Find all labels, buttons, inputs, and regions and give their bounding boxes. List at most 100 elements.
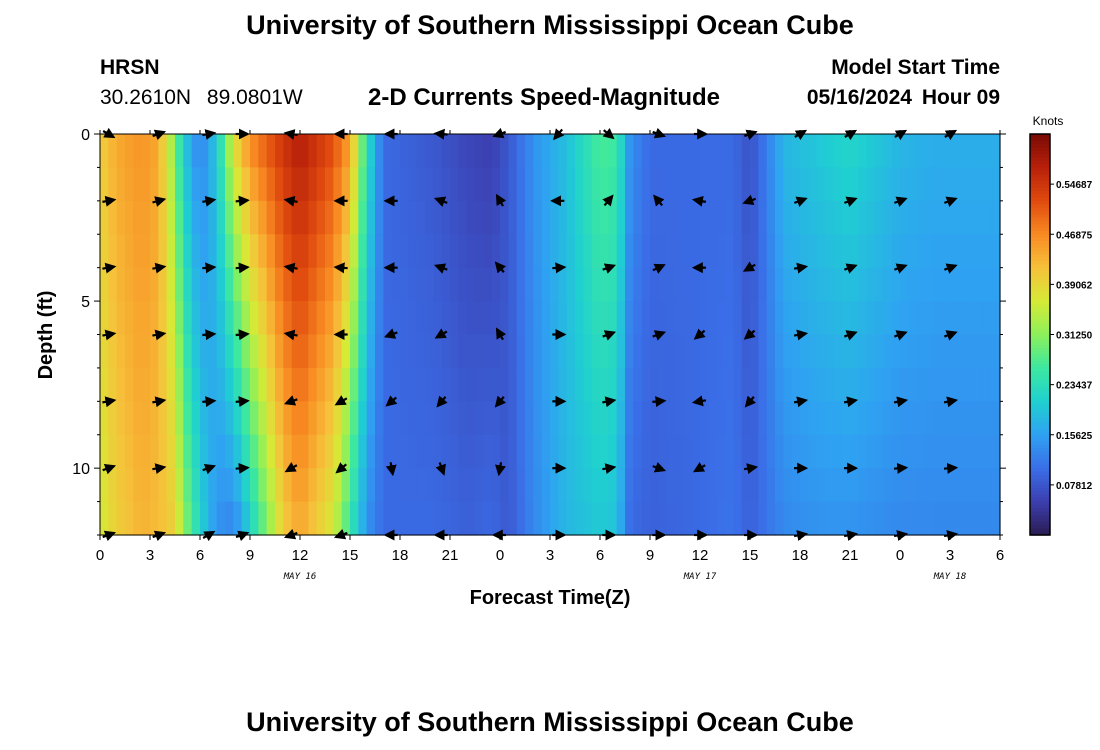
heatmap-cell (758, 501, 768, 536)
heatmap-cell (391, 367, 401, 402)
heatmap-cell (891, 301, 901, 336)
heatmap-cell (708, 367, 718, 402)
heatmap-cell (508, 134, 518, 169)
heatmap-cell (958, 200, 968, 235)
heatmap-cell (708, 501, 718, 536)
heatmap-cell (208, 200, 218, 235)
heatmap-cell (816, 367, 826, 402)
heatmap-cell (550, 267, 559, 302)
heatmap-cell (791, 200, 801, 235)
heatmap-cell (925, 334, 934, 369)
heatmap-cell (458, 134, 468, 169)
heatmap-cell (325, 167, 334, 202)
heatmap-cell (783, 401, 793, 436)
heatmap-cell (283, 234, 293, 269)
heatmap-cell (108, 234, 118, 269)
heatmap-cell (741, 501, 751, 536)
heatmap-cell (141, 468, 151, 503)
heatmap-cell (783, 468, 793, 503)
heatmap-cell (808, 234, 818, 269)
heatmap-cell (175, 401, 184, 436)
heatmap-cell (800, 401, 809, 436)
heatmap-cell (300, 134, 309, 169)
heatmap-cell (850, 267, 859, 302)
heatmap-cell (741, 334, 751, 369)
heatmap-cell (883, 301, 893, 336)
colorbar-segment (1030, 217, 1050, 222)
x-tick-label: 21 (442, 547, 459, 564)
heatmap-cell (675, 401, 684, 436)
current-vector (793, 329, 809, 341)
heatmap-cell (725, 301, 734, 336)
current-vector (793, 262, 809, 274)
heatmap-cell (858, 267, 868, 302)
heatmap-cell (608, 301, 618, 336)
heatmap-cell (566, 367, 576, 402)
heatmap-cell (516, 167, 526, 202)
heatmap-cell (983, 301, 993, 336)
heatmap-cell (583, 401, 593, 436)
heatmap-cell (241, 501, 251, 536)
heatmap-cell (208, 434, 218, 469)
heatmap-cell (916, 401, 926, 436)
heatmap-cell (933, 167, 943, 202)
heatmap-cell (566, 501, 576, 536)
heatmap-cell (258, 501, 268, 536)
heatmap-cell (925, 367, 934, 402)
heatmap-cell (408, 234, 418, 269)
heatmap-cell (458, 468, 468, 503)
heatmap-cell (850, 401, 859, 436)
heatmap-cell (991, 434, 1001, 469)
heatmap-cell (975, 434, 984, 469)
heatmap-cell (208, 134, 218, 169)
model-start-hour: Hour 09 (921, 86, 1000, 109)
heatmap-cell (391, 267, 401, 302)
heatmap-cell (766, 434, 776, 469)
heatmap-cell (658, 234, 668, 269)
heatmap-cell (425, 468, 434, 503)
heatmap-cell (875, 434, 884, 469)
heatmap-cell (450, 167, 459, 202)
chart-subtitle: 2-D Currents Speed-Magnitude (368, 84, 721, 111)
heatmap-cell (700, 167, 709, 202)
heatmap-cell (416, 134, 426, 169)
heatmap-cell (533, 367, 543, 402)
heatmap-cell (116, 334, 126, 369)
heatmap-cell (358, 401, 368, 436)
heatmap-cell (200, 267, 209, 302)
heatmap-cell (383, 200, 393, 235)
heatmap-cell (833, 434, 843, 469)
heatmap-cell (883, 234, 893, 269)
heatmap-cell (141, 167, 151, 202)
heatmap-cell (425, 401, 434, 436)
heatmap-cell (933, 301, 943, 336)
current-vector (893, 330, 908, 341)
heatmap-cell (450, 367, 459, 402)
heatmap-cell (233, 134, 243, 169)
heatmap-cell (308, 301, 318, 336)
colorbar-segment (1030, 484, 1050, 489)
heatmap-cell (225, 401, 234, 436)
heatmap-cell (341, 501, 351, 536)
heatmap-cell (141, 234, 151, 269)
heatmap-cell (791, 501, 801, 536)
heatmap-cell (300, 434, 309, 469)
colorbar-segment (1030, 397, 1050, 402)
heatmap-cell (858, 200, 868, 235)
heatmap-cell (158, 334, 168, 369)
heatmap-cell (800, 434, 809, 469)
heatmap-cell (950, 267, 959, 302)
heatmap-cell (725, 167, 734, 202)
heatmap-cell (816, 334, 826, 369)
heatmap-cell (733, 334, 743, 369)
heatmap-cell (808, 134, 818, 169)
heatmap-cell (725, 434, 734, 469)
heatmap-cell (533, 134, 543, 169)
heatmap-cell (183, 301, 193, 336)
heatmap-cell (716, 134, 726, 169)
heatmap-cell (150, 234, 159, 269)
heatmap-cell (666, 367, 676, 402)
heatmap-cell (350, 501, 359, 536)
heatmap-cell (608, 200, 618, 235)
colorbar-segment (1030, 177, 1050, 182)
